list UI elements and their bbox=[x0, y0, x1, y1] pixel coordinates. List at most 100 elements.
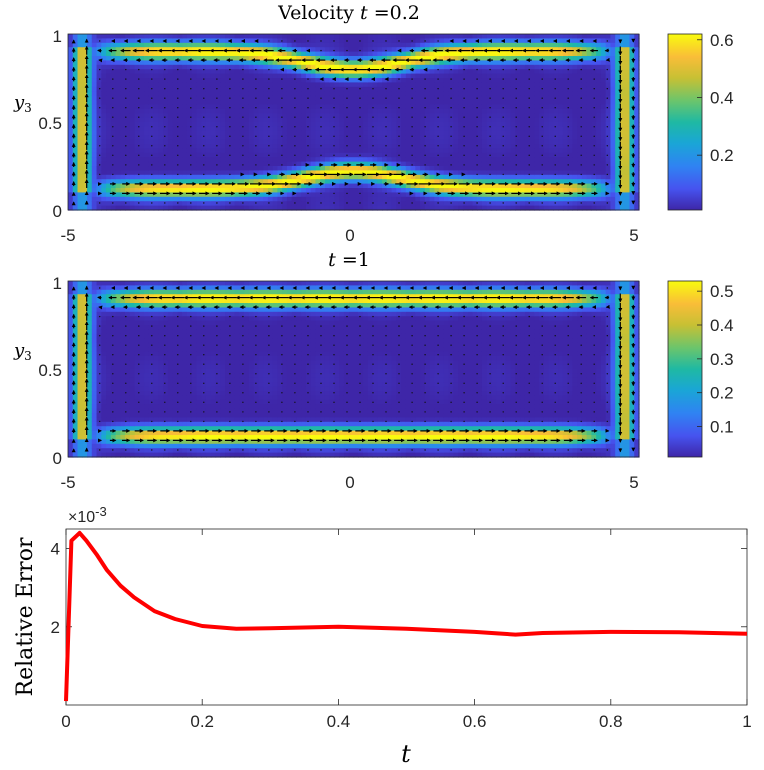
heatmap-cell bbox=[77, 157, 83, 163]
heatmap-cell bbox=[539, 69, 545, 75]
heatmap-cell bbox=[148, 201, 155, 207]
heatmap-cell bbox=[529, 174, 535, 180]
heatmap-cell bbox=[77, 60, 83, 66]
heatmap-cell bbox=[225, 100, 231, 105]
heatmap-cell bbox=[220, 47, 226, 53]
heatmap-cell bbox=[496, 192, 502, 198]
heatmap-cell bbox=[515, 170, 521, 176]
heatmap-cell bbox=[562, 117, 569, 123]
heatmap-cell bbox=[477, 161, 483, 167]
heatmap-cell bbox=[524, 188, 531, 193]
heatmap-cell bbox=[87, 104, 93, 110]
heatmap-cell bbox=[191, 51, 198, 57]
heatmap-cell bbox=[315, 60, 321, 66]
heatmap-cell bbox=[434, 152, 440, 158]
heatmap-cell bbox=[272, 170, 278, 176]
heatmap-cell bbox=[367, 148, 374, 154]
heatmap-cell bbox=[258, 166, 264, 171]
heatmap-cell bbox=[239, 144, 245, 149]
heatmap-cell bbox=[367, 91, 374, 97]
heatmap-cell bbox=[191, 148, 198, 154]
heatmap-cell bbox=[434, 47, 440, 53]
heatmap-cell bbox=[205, 135, 212, 141]
heatmap-cell bbox=[296, 201, 302, 207]
heatmap-cell bbox=[115, 78, 121, 83]
heatmap-cell bbox=[144, 56, 150, 61]
heatmap-cell bbox=[125, 135, 131, 141]
heatmap-cell bbox=[548, 170, 554, 176]
heatmap-cell bbox=[510, 148, 516, 154]
heatmap-cell bbox=[182, 117, 188, 123]
heatmap-cell bbox=[439, 205, 445, 211]
heatmap-cell bbox=[277, 73, 283, 79]
heatmap-cell bbox=[148, 42, 155, 48]
heatmap-cell bbox=[286, 60, 293, 66]
heatmap-cell bbox=[282, 86, 288, 92]
heatmap-cell bbox=[215, 201, 221, 207]
heatmap-cell bbox=[553, 183, 559, 189]
heatmap-cell bbox=[634, 42, 640, 48]
heatmap-cell bbox=[205, 104, 212, 110]
heatmap-cell bbox=[343, 188, 350, 193]
heatmap-cell bbox=[163, 183, 169, 189]
heatmap-cell bbox=[572, 161, 578, 167]
heatmap-cell bbox=[334, 201, 340, 207]
heatmap-cell bbox=[415, 196, 421, 202]
heatmap-cell bbox=[481, 78, 488, 83]
heatmap-cell bbox=[624, 60, 631, 66]
heatmap-cell bbox=[244, 161, 250, 167]
heatmap-cell bbox=[282, 56, 288, 61]
heatmap-cell bbox=[501, 148, 507, 154]
heatmap-cell bbox=[529, 135, 535, 141]
heatmap-cell bbox=[481, 196, 488, 202]
heatmap-cell bbox=[405, 139, 412, 145]
heatmap-cell bbox=[429, 205, 435, 211]
heatmap-cell bbox=[562, 166, 569, 171]
heatmap-cell bbox=[424, 188, 431, 193]
heatmap-cell bbox=[472, 95, 478, 101]
quiver-dot bbox=[151, 68, 153, 71]
heatmap-cell bbox=[215, 179, 221, 185]
heatmap-cell bbox=[301, 51, 307, 57]
heatmap-cell bbox=[591, 42, 597, 48]
heatmap-cell bbox=[239, 192, 245, 198]
heatmap-cell bbox=[439, 51, 445, 57]
heatmap-cell bbox=[115, 69, 121, 75]
heatmap-cell bbox=[315, 117, 321, 123]
heatmap-cell bbox=[610, 73, 616, 79]
heatmap-cell bbox=[191, 157, 198, 163]
heatmap-cell bbox=[486, 34, 493, 39]
heatmap-cell bbox=[320, 56, 326, 61]
heatmap-cell bbox=[619, 100, 626, 105]
heatmap-cell bbox=[215, 144, 221, 149]
heatmap-cell bbox=[391, 122, 397, 127]
heatmap-cell bbox=[472, 47, 478, 53]
heatmap-cell bbox=[68, 69, 74, 75]
heatmap-cell bbox=[310, 183, 317, 189]
heatmap-cell bbox=[591, 78, 597, 83]
heatmap-cell bbox=[68, 188, 74, 193]
heatmap-cell bbox=[110, 64, 117, 70]
heatmap-cell bbox=[534, 196, 540, 202]
heatmap-cell bbox=[510, 130, 516, 136]
heatmap-cell bbox=[553, 126, 559, 132]
heatmap-cell bbox=[434, 100, 440, 105]
heatmap-cell bbox=[167, 152, 174, 158]
heatmap-cell bbox=[248, 130, 255, 136]
heatmap-cell bbox=[501, 188, 507, 193]
heatmap-cell bbox=[339, 205, 345, 211]
heatmap-cell bbox=[191, 139, 198, 145]
heatmap-cell bbox=[68, 148, 74, 154]
heatmap-cell bbox=[129, 95, 136, 101]
heatmap-cell bbox=[401, 166, 407, 171]
heatmap-cell bbox=[72, 82, 79, 88]
heatmap-cell bbox=[477, 38, 483, 44]
heatmap-cell bbox=[96, 205, 102, 211]
heatmap-cell bbox=[315, 148, 321, 154]
heatmap-cell bbox=[424, 139, 431, 145]
heatmap-cell bbox=[605, 47, 612, 53]
heatmap-cell bbox=[586, 170, 593, 176]
heatmap-cell bbox=[110, 135, 117, 141]
heatmap-cell bbox=[510, 174, 516, 180]
heatmap-cell bbox=[215, 126, 221, 132]
